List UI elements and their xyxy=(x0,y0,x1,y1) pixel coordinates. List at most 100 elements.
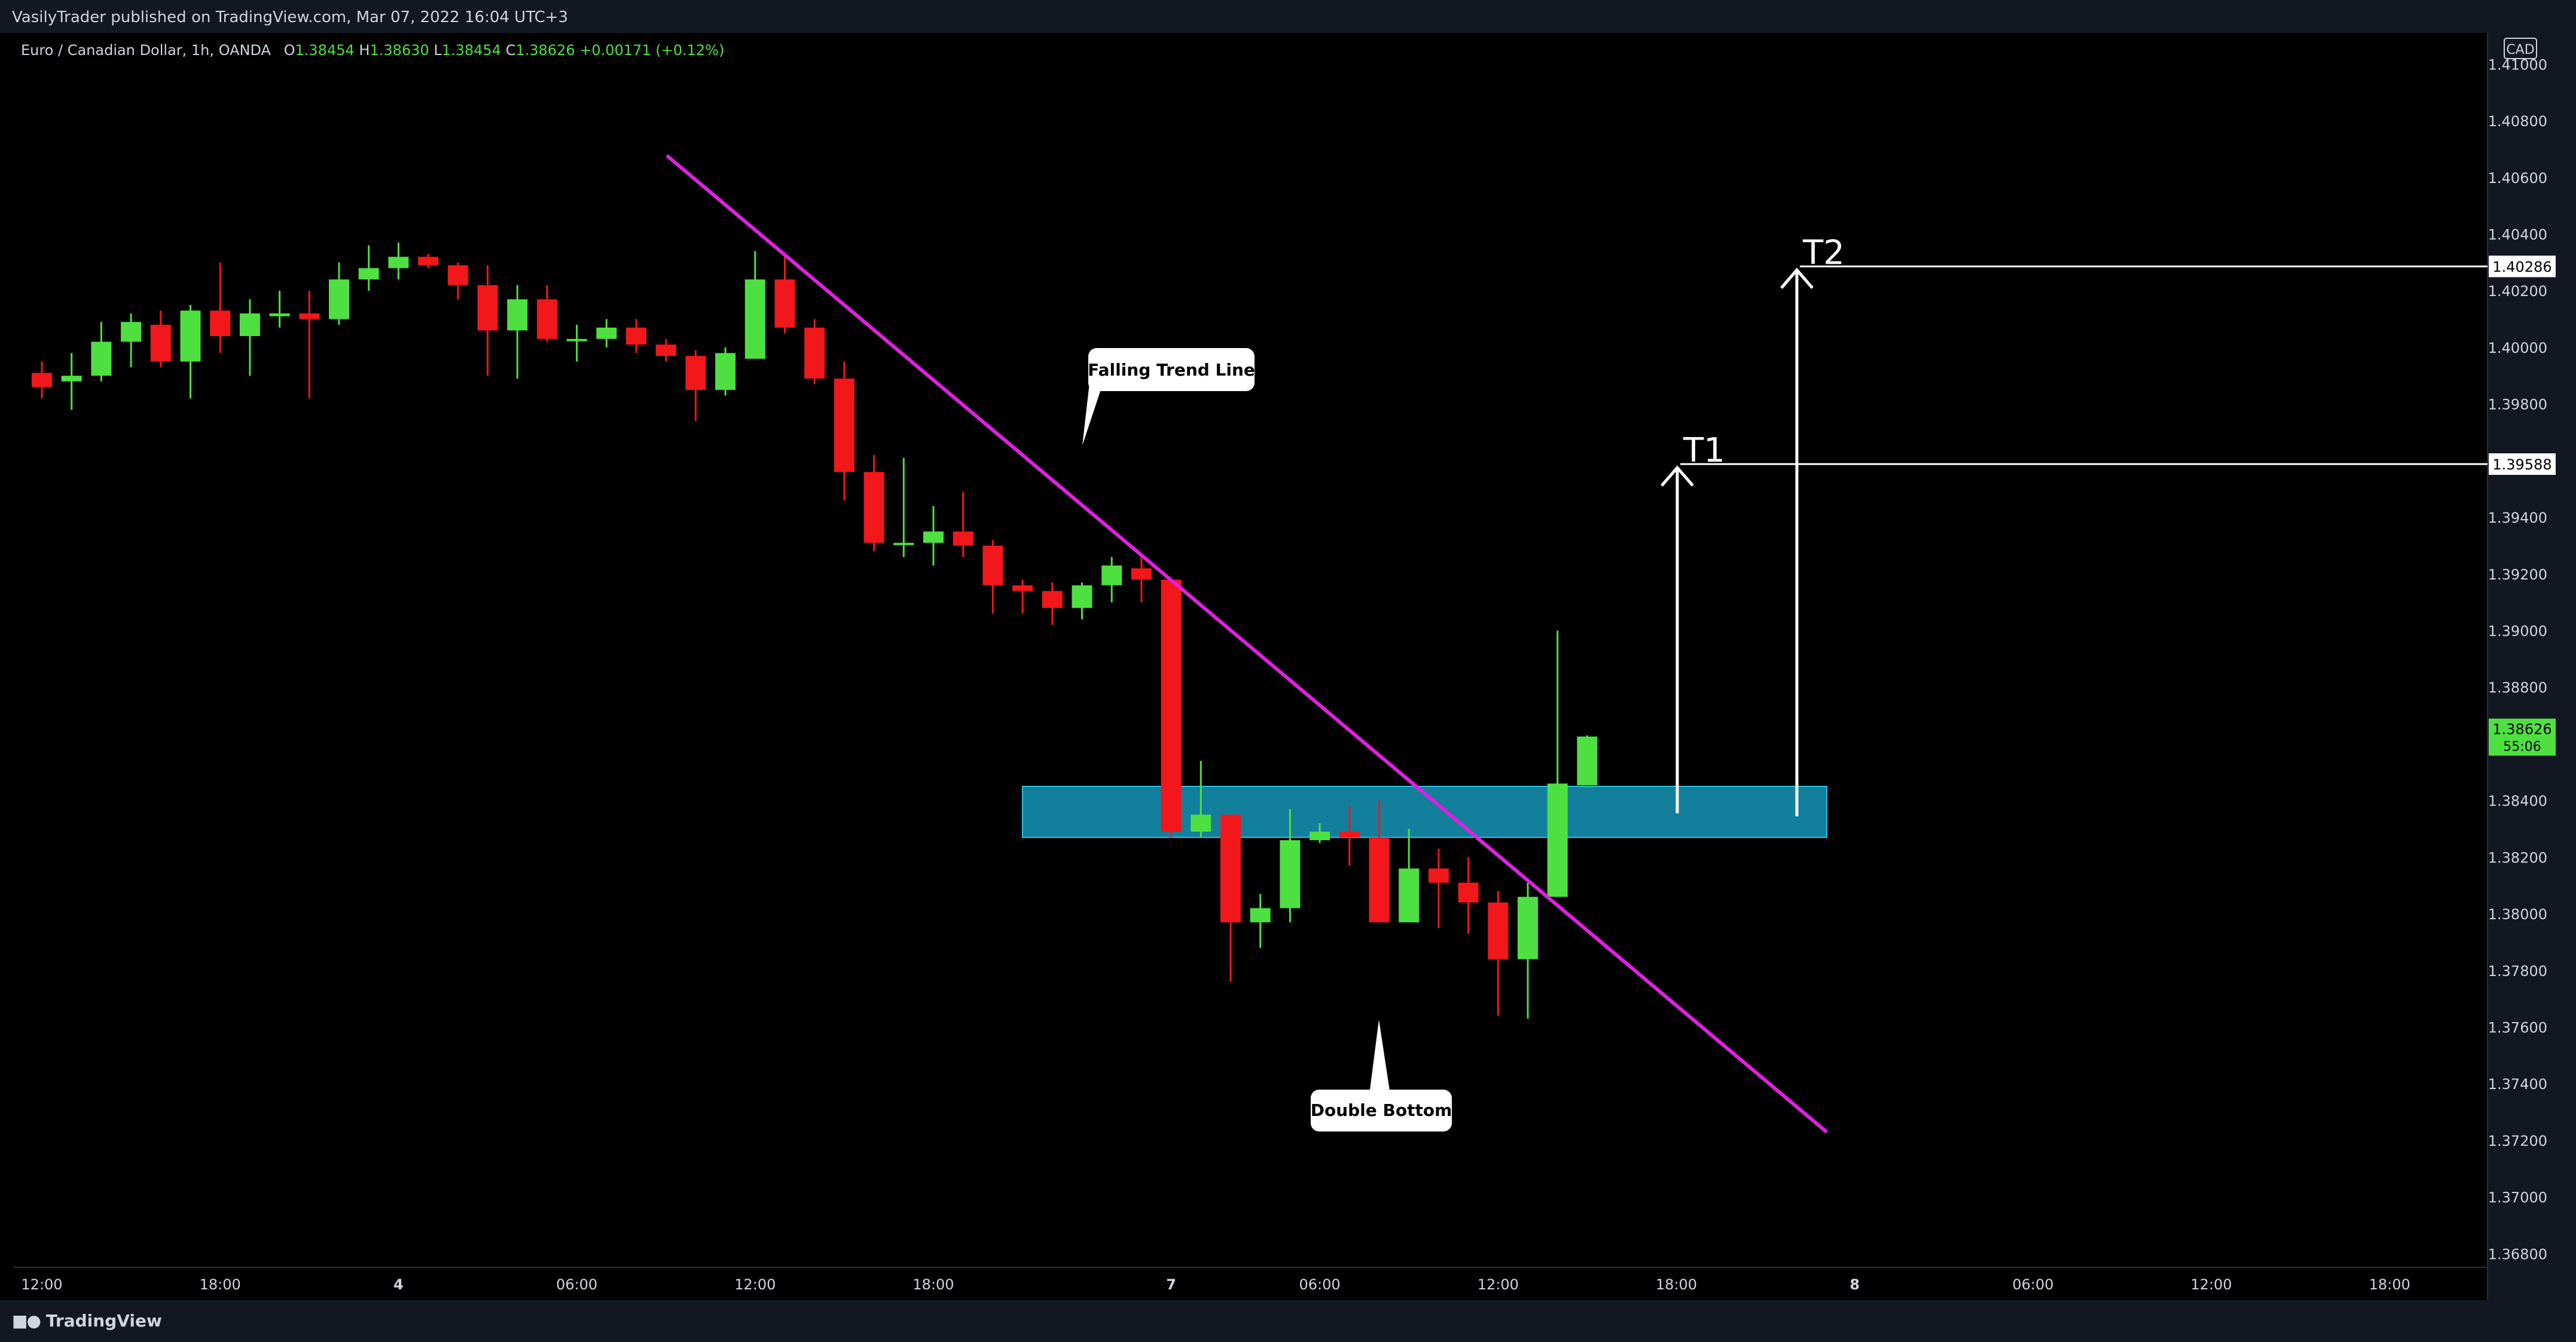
candle-body xyxy=(269,313,290,316)
t1-label: T1 xyxy=(1683,431,1725,470)
candle-body xyxy=(655,344,676,356)
candle-body xyxy=(982,545,1003,585)
candle-body xyxy=(834,379,854,472)
y-tick-label: 1.40800 xyxy=(2488,113,2547,130)
y-tick-label: 1.40000 xyxy=(2488,340,2547,356)
y-tick-label: 1.36800 xyxy=(2488,1246,2547,1262)
candle-body xyxy=(239,313,260,336)
t1-price-tag-bg xyxy=(2489,453,2556,475)
candle-body xyxy=(1428,868,1449,883)
chart-area[interactable] xyxy=(13,33,2576,1300)
candle-body xyxy=(299,313,320,319)
candle-body xyxy=(1280,840,1301,908)
candle-body xyxy=(774,279,795,328)
candle-body xyxy=(388,257,409,269)
candle-body xyxy=(329,279,349,319)
publisher-text: VasilyTrader published on TradingView.co… xyxy=(12,8,569,26)
y-tick-label: 1.37600 xyxy=(2488,1019,2547,1036)
candle-body xyxy=(1072,585,1092,608)
candle-body xyxy=(418,257,439,266)
x-tick-label: 06:00 xyxy=(1299,1276,1341,1293)
candle-body xyxy=(1458,882,1479,903)
t2-label: T2 xyxy=(1802,233,1845,272)
y-tick-label: 1.40600 xyxy=(2488,170,2547,187)
pattern-callout-pointer xyxy=(1369,1020,1390,1094)
x-tick-label: 7 xyxy=(1166,1276,1176,1293)
x-tick-label: 12:00 xyxy=(734,1276,776,1293)
x-tick-label: 18:00 xyxy=(912,1276,954,1293)
candle-body xyxy=(180,310,201,362)
candle-body xyxy=(1339,831,1360,838)
candle-body xyxy=(210,310,231,336)
candle-body xyxy=(1577,736,1598,786)
candle-body xyxy=(91,341,112,376)
y-tick-label: 1.39800 xyxy=(2488,396,2547,413)
footer-bar xyxy=(0,1300,2576,1342)
trend-callout-label: Falling Trend Line xyxy=(1088,360,1255,380)
x-tick-label: 8 xyxy=(1849,1276,1860,1293)
candle-body xyxy=(1191,815,1211,832)
open-value: 1.38454 xyxy=(295,42,355,59)
candle-body xyxy=(358,268,379,280)
y-tick-label: 1.37200 xyxy=(2488,1133,2547,1149)
y-tick-label: 1.38400 xyxy=(2488,793,2547,810)
candle-body xyxy=(893,542,914,545)
candle-body xyxy=(477,285,498,331)
last-price-tag-bg xyxy=(2489,718,2556,756)
candle-body xyxy=(1131,568,1152,580)
candle-body xyxy=(1547,783,1568,897)
currency-badge-label: CAD xyxy=(2506,42,2534,57)
candle-body xyxy=(121,322,142,342)
y-tick-label: 1.41000 xyxy=(2488,56,2547,73)
candle-body xyxy=(953,531,973,546)
candle-body xyxy=(626,327,646,345)
candle-body xyxy=(1161,580,1182,832)
bar-countdown: 55:06 xyxy=(2503,740,2541,755)
y-tick-label: 1.38200 xyxy=(2488,849,2547,866)
candle-body xyxy=(447,265,468,285)
symbol-name: Euro / Canadian Dollar, 1h, OANDA xyxy=(21,42,271,59)
y-tick-label: 1.37400 xyxy=(2488,1076,2547,1093)
y-tick-label: 1.40400 xyxy=(2488,226,2547,243)
low-value: 1.38454 xyxy=(441,42,501,59)
candle-body xyxy=(923,531,944,543)
candle-body xyxy=(1399,868,1420,923)
price-axis-panel xyxy=(2488,33,2576,1300)
candle-body xyxy=(61,376,82,382)
close-value: 1.38626 xyxy=(515,42,575,59)
candle-body xyxy=(566,338,587,341)
tradingview-brand: TradingView xyxy=(45,1311,162,1331)
candle-body xyxy=(744,279,765,359)
candle-body xyxy=(536,299,557,339)
pattern-callout-label: Double Bottom xyxy=(1311,1100,1452,1120)
candle-body xyxy=(1042,591,1063,608)
t2-arrow-head xyxy=(1780,267,1814,289)
tradingview-logo[interactable]: ■● TradingView xyxy=(12,1311,162,1331)
candle-body xyxy=(715,353,736,390)
x-tick-label: 18:00 xyxy=(1656,1276,1697,1293)
symbol-legend: Euro / Canadian Dollar, 1h, OANDA O1.384… xyxy=(21,42,724,59)
currency-badge xyxy=(2504,38,2537,59)
x-tick-label: 18:00 xyxy=(2369,1276,2410,1293)
y-tick-label: 1.38800 xyxy=(2488,679,2547,696)
y-tick-label: 1.37800 xyxy=(2488,963,2547,980)
y-tick-label: 1.38000 xyxy=(2488,906,2547,923)
last-price-tag: 1.38626 xyxy=(2492,721,2551,738)
change-value: +0.00171 (+0.12%) xyxy=(579,42,725,59)
x-tick-label: 12:00 xyxy=(1478,1276,1519,1293)
high-value: 1.38630 xyxy=(370,42,429,59)
candle-body xyxy=(1250,908,1271,923)
x-tick-label: 4 xyxy=(393,1276,404,1293)
t2-price-tag: 1.40286 xyxy=(2492,258,2551,275)
trend-callout-box xyxy=(1088,348,1255,391)
candle-body xyxy=(1101,565,1122,585)
candle-body xyxy=(507,299,528,331)
y-tick-label: 1.39000 xyxy=(2488,623,2547,639)
candle-body xyxy=(804,327,825,379)
candle-body xyxy=(685,356,706,390)
x-tick-label: 12:00 xyxy=(21,1276,62,1293)
y-tick-label: 1.39400 xyxy=(2488,510,2547,526)
t1-price-tag: 1.39588 xyxy=(2492,456,2551,473)
y-tick-label: 1.40200 xyxy=(2488,283,2547,300)
